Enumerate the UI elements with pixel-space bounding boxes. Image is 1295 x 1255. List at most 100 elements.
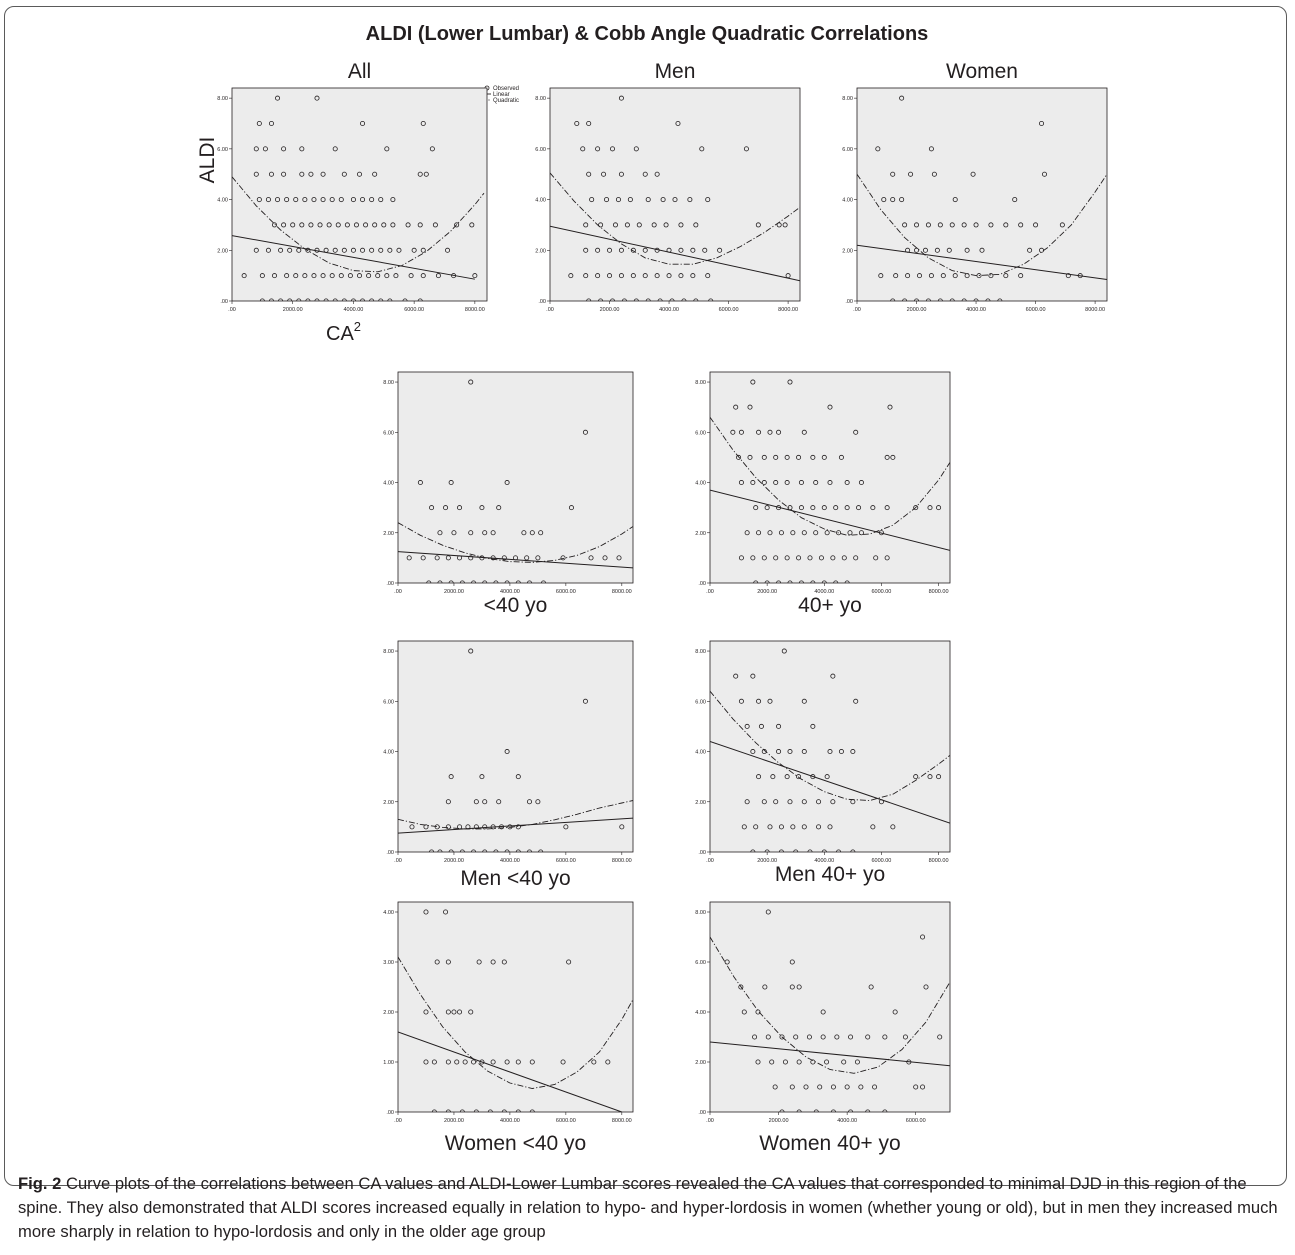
figure-canvas: ALDI (Lower Lumbar) & Cobb Angle Quadrat… [196, 23, 1108, 1155]
observed-point [767, 698, 773, 704]
observed-point [281, 171, 287, 177]
observed-point [816, 824, 822, 830]
observed-point [678, 222, 684, 228]
x-axis-label-superscript: 2 [354, 319, 361, 334]
observed-point [360, 197, 366, 203]
y-tick-label: 4.00 [842, 198, 853, 204]
x-tick-label: 6000.00 [404, 307, 424, 313]
observed-point [402, 298, 408, 301]
x-tick-label: 2000.00 [444, 858, 464, 864]
observed-point [482, 530, 488, 536]
observed-point [764, 580, 770, 583]
chart-panel-6: Men <40 yo .00 2000.00 4000.00 6000.00 8000.0… [383, 640, 634, 890]
observed-point [459, 580, 465, 583]
observed-point [817, 1084, 823, 1090]
quadratic-fit-curve [550, 172, 800, 265]
observed-point [314, 298, 320, 301]
x-tick-label: 8000.00 [612, 589, 632, 595]
observed-point [329, 273, 335, 279]
observed-point [787, 749, 793, 755]
observed-point [429, 505, 435, 511]
observed-point [468, 648, 474, 654]
observed-point [770, 774, 776, 780]
y-tick-label: 2.00 [695, 800, 706, 806]
observed-point [872, 1084, 878, 1090]
observed-point [299, 222, 305, 228]
chart-panel-1: All .00 2000.00 4000.00 6000.00 8000.00 .00 2.0… [217, 60, 488, 313]
y-tick-label: 2.00 [383, 1010, 394, 1016]
observed-point [666, 273, 672, 279]
observed-point [287, 247, 293, 253]
observed-point [595, 247, 601, 253]
observed-point [642, 273, 648, 279]
observed-point [813, 480, 819, 486]
observed-point [445, 824, 451, 830]
observed-point [454, 1059, 460, 1065]
observed-point [636, 222, 642, 228]
observed-point [271, 222, 277, 228]
observed-point [504, 580, 510, 583]
observed-point [690, 247, 696, 253]
observed-point [259, 273, 265, 279]
x-tick-label: 8000.00 [929, 858, 949, 864]
observed-point [793, 849, 799, 852]
observed-point [875, 146, 881, 152]
observed-point [884, 505, 890, 511]
observed-point [756, 429, 762, 435]
observed-point [755, 1009, 761, 1015]
observed-point [524, 555, 530, 561]
observed-point [858, 480, 864, 486]
observed-point [417, 298, 423, 301]
observed-point [920, 934, 926, 940]
observed-point [836, 849, 842, 852]
observed-point [914, 222, 920, 228]
legend-linear: Linear [493, 92, 510, 98]
observed-point [813, 1109, 819, 1112]
observed-point [836, 530, 842, 536]
observed-point [372, 171, 378, 177]
observed-point [776, 723, 782, 729]
observed-point [618, 247, 624, 253]
observed-point [850, 849, 856, 852]
observed-point [756, 530, 762, 536]
observed-point [360, 298, 366, 301]
x-tick-label: .00 [394, 1118, 402, 1124]
panel-title: Women [946, 60, 1018, 83]
observed-point [293, 273, 299, 279]
observed-point [468, 379, 474, 385]
observed-point [913, 774, 919, 780]
y-tick-label: .00 [698, 581, 706, 587]
y-tick-label: 4.00 [383, 910, 394, 916]
observed-point [308, 171, 314, 177]
observed-point [504, 749, 510, 755]
y-tick-label: 6.00 [695, 960, 706, 966]
observed-point [515, 1059, 521, 1065]
y-tick-label: 6.00 [217, 147, 228, 153]
observed-point [338, 273, 344, 279]
observed-point [619, 824, 625, 830]
observed-point [949, 298, 955, 301]
observed-point [961, 222, 967, 228]
observed-point [702, 247, 708, 253]
observed-point [411, 247, 417, 253]
observed-point [568, 505, 574, 511]
observed-point [538, 530, 544, 536]
observed-point [420, 121, 426, 127]
observed-point [471, 849, 477, 852]
observed-point [305, 247, 311, 253]
observed-point [360, 121, 366, 127]
observed-point [332, 298, 338, 301]
observed-point [457, 1009, 463, 1015]
observed-point [262, 146, 268, 152]
quadratic-fit-curve [710, 690, 950, 801]
observed-point [973, 298, 979, 301]
x-tick-label: 2000.00 [444, 589, 464, 595]
observed-point [448, 849, 454, 852]
observed-point [445, 1009, 451, 1015]
observed-point [738, 984, 744, 990]
observed-point [633, 298, 639, 301]
observed-point [801, 799, 807, 805]
observed-point [369, 247, 375, 253]
observed-point [813, 530, 819, 536]
observed-point [275, 197, 281, 203]
